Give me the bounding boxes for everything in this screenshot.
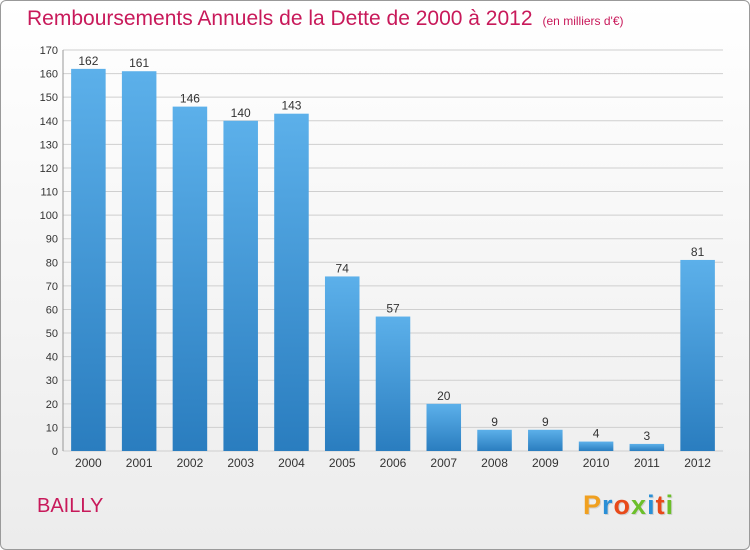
bar-value-label: 162: [78, 54, 98, 68]
y-tick-label: 150: [40, 92, 58, 104]
x-tick-label: 2000: [75, 456, 102, 470]
x-tick-label: 2003: [227, 456, 254, 470]
y-tick-label: 110: [40, 187, 58, 199]
y-tick-label: 140: [40, 116, 58, 128]
logo-letter: x: [631, 490, 648, 520]
bars: [71, 68, 715, 452]
y-tick-label: 90: [46, 234, 58, 246]
x-tick-label: 2008: [481, 456, 508, 470]
x-tick-label: 2007: [430, 456, 457, 470]
y-axis-ticks: 0 10 20 30 40 50 60 70 80 90 100 110 120 130 140 150 160…: [40, 45, 58, 458]
bar: [528, 429, 563, 451]
bar-value-label: 74: [336, 261, 350, 275]
y-tick-label: 70: [46, 281, 58, 293]
x-tick-label: 2009: [532, 456, 559, 470]
x-tick-label: 2005: [329, 456, 356, 470]
bar: [324, 276, 360, 451]
logo-letter: i: [647, 490, 656, 520]
x-axis-ticks: 2000 2001 2002 2003 2004 2005 2006 2007 2008 2009…: [75, 456, 711, 470]
logo-letter: o: [613, 490, 632, 520]
bar-value-label: 143: [281, 99, 301, 113]
chart-title-text: Remboursements Annuels de la Dette de 20…: [27, 7, 533, 30]
commune-name: BAILLY: [37, 495, 104, 517]
bar: [629, 443, 665, 451]
bar: [477, 429, 512, 451]
x-tick-label: 2002: [177, 456, 204, 470]
bar: [578, 441, 614, 451]
bar: [680, 259, 715, 451]
bar-value-label: 4: [593, 427, 600, 441]
y-tick-label: 80: [46, 257, 58, 269]
y-tick-label: 30: [46, 375, 58, 387]
x-tick-label: 2010: [583, 456, 610, 470]
y-tick-label: 60: [46, 304, 58, 316]
bar: [426, 403, 462, 451]
y-tick-label: 130: [40, 139, 58, 151]
bar: [223, 120, 258, 451]
y-tick-label: 0: [52, 446, 58, 458]
bar-value-label: 9: [542, 415, 549, 429]
y-tick-label: 20: [46, 399, 58, 411]
y-tick-label: 50: [46, 328, 58, 340]
y-tick-label: 40: [46, 352, 58, 364]
bar: [172, 106, 208, 452]
chart-title: Remboursements Annuels de la Dette de 20…: [27, 7, 624, 31]
x-tick-label: 2011: [634, 456, 660, 470]
y-tick-label: 100: [40, 210, 58, 222]
proxiti-logo: Proxiti: [583, 490, 674, 521]
y-tick-label: 10: [46, 422, 58, 434]
x-tick-label: 2001: [126, 456, 153, 470]
bar-value-label: 20: [437, 389, 451, 403]
bar: [274, 113, 309, 451]
bar-value-label: 140: [231, 106, 251, 120]
bar: [121, 71, 157, 452]
bar-value-label: 161: [129, 56, 149, 70]
y-tick-label: 170: [40, 45, 58, 57]
chart-unit: (en milliers d'€): [542, 14, 624, 28]
y-tick-label: 160: [40, 69, 58, 81]
logo-letter: r: [602, 490, 614, 520]
x-tick-label: 2006: [380, 456, 407, 470]
logo-letter: i: [665, 490, 675, 520]
bar-value-label: 146: [180, 92, 200, 106]
data-labels: 162 161 146 140 143 74 57 20 9 9 4 3 81: [78, 54, 704, 443]
y-tick-label: 120: [40, 163, 58, 175]
bar-value-label: 81: [691, 245, 705, 259]
bar-value-label: 57: [386, 302, 400, 316]
bar: [375, 316, 411, 451]
x-tick-label: 2012: [684, 456, 711, 470]
x-tick-label: 2004: [278, 456, 305, 470]
bar-value-label: 3: [644, 429, 651, 443]
logo-letter: t: [655, 490, 666, 520]
logo-letter: P: [583, 490, 603, 520]
bar-value-label: 9: [491, 415, 498, 429]
bar: [71, 68, 106, 451]
